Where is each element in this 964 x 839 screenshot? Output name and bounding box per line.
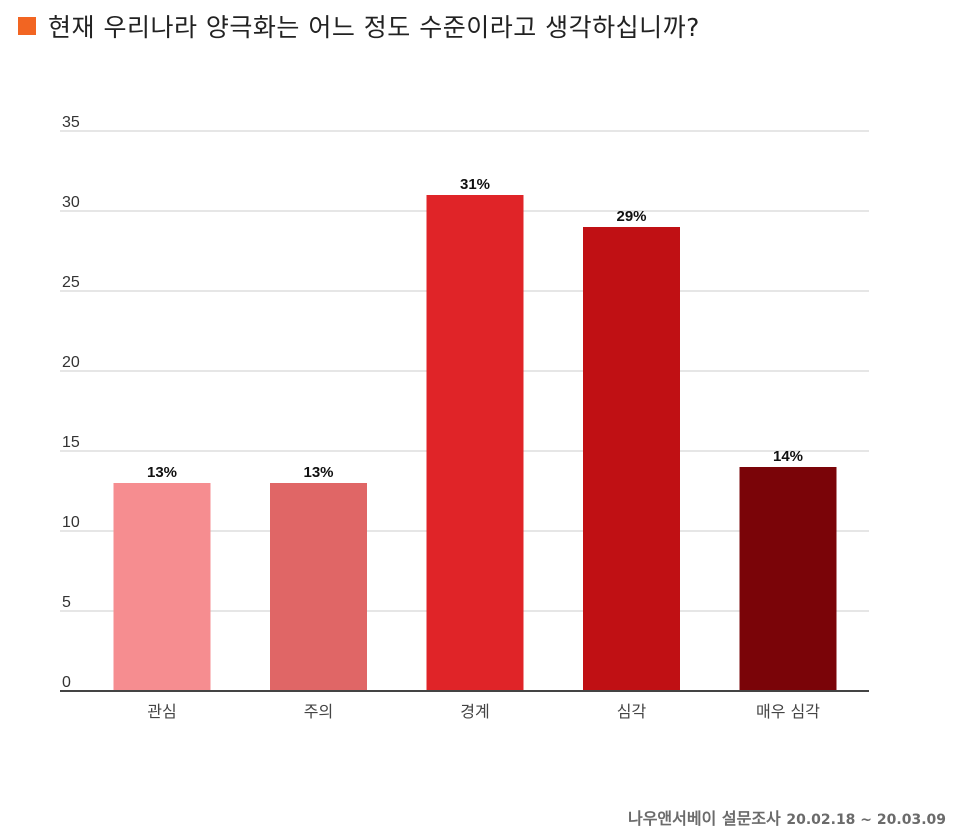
data-label: 29% [616,208,646,225]
x-tick-label: 심각 [617,702,647,721]
title-marker-icon [18,17,36,35]
x-tick-label: 매우 심각 [756,702,820,721]
y-tick-label: 30 [62,194,80,211]
data-label: 13% [147,464,177,481]
data-label: 14% [773,448,803,465]
data-label: 31% [460,176,490,193]
bar [739,467,837,691]
bar [270,483,367,691]
y-tick-label: 20 [62,354,80,371]
bar [426,195,524,691]
y-tick-label: 5 [62,594,71,611]
source-org: 나우앤서베이 설문조사 [627,809,781,828]
y-tick-label: 25 [62,274,80,291]
x-tick-label: 주의 [304,702,333,721]
bar [583,227,680,691]
source-dates: 20.02.18 ~ 20.03.09 [786,812,946,828]
chart-title: 현재 우리나라 양극화는 어느 정도 수준이라고 생각하십니까? [48,13,700,42]
data-label: 13% [303,464,333,481]
x-tick-label: 경계 [460,702,489,721]
y-tick-label: 35 [62,114,80,131]
y-tick-label: 0 [62,674,71,691]
bar [113,483,211,691]
y-tick-label: 10 [62,514,80,531]
chart-header: 현재 우리나라 양극화는 어느 정도 수준이라고 생각하십니까? [18,8,700,44]
source-note: 나우앤서베이 설문조사 20.02.18 ~ 20.03.09 [628,805,946,829]
x-tick-label: 관심 [147,702,176,721]
y-tick-label: 15 [62,434,80,451]
